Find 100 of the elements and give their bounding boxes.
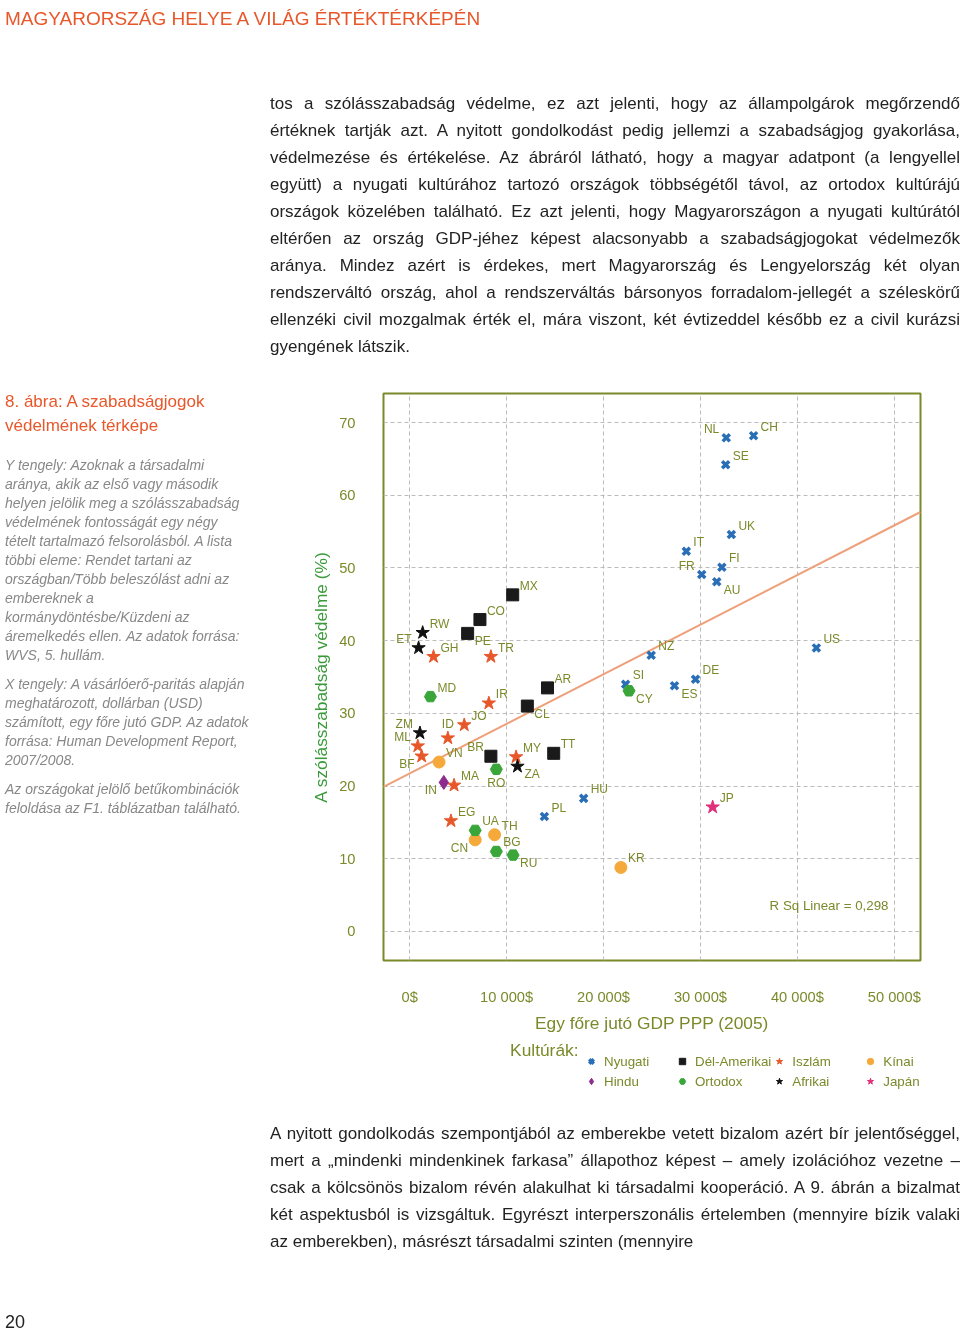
text: Az országokat jelölő betűkombinációk feloldása az F1. táblázatban található.	[5, 780, 242, 818]
data-label: JO	[471, 708, 487, 723]
text: Y tengely: Azoknak a társadalmi aránya, akik az első vagy második helyen jelölik meg a szólásszabadság védelmének fontosságát egy négy tételt tartalmazó felsorolásból. A lista többi eleme: Rendet tartani az országban/Több beleszólást adni az embereknek a kormánydöntésbe/Küzdeni az áremelkedés ellen. Az adatok forrása: WVS, 5. hullám.	[5, 457, 240, 663]
data-label: MY	[523, 740, 542, 755]
data-label: RU	[520, 856, 538, 871]
point	[622, 685, 636, 697]
data-label: IN	[424, 783, 437, 798]
data-label: ZM	[395, 716, 413, 731]
data-label: TR	[497, 640, 515, 655]
data-label: SE	[732, 448, 749, 463]
annotation: R Sq Linear = 0,298	[769, 897, 889, 913]
data-label: NZ	[658, 639, 675, 654]
point	[720, 459, 731, 471]
point	[488, 828, 502, 842]
point	[645, 649, 657, 661]
data-label: PE	[474, 634, 491, 649]
data-label: TH	[501, 818, 518, 833]
text: X tengely: A vásárlóerő-paritás alapján meghatározott, dollárban (USD) számított, egy főre jutó GDP. Az adatok forrása: Human Development Report, 2007/2008.	[5, 675, 250, 770]
x-tick-label: 0$	[401, 988, 418, 1005]
x-tick-label: 20 000$	[577, 988, 631, 1005]
legend-label: Nyugati	[604, 1053, 651, 1069]
data-label: BR	[467, 740, 485, 755]
data-label: JP	[719, 791, 734, 806]
point	[443, 813, 459, 828]
point	[669, 680, 680, 692]
data-label: ID	[441, 717, 455, 732]
y-tick-label: 10	[339, 850, 356, 867]
data-label: ML	[394, 730, 412, 745]
data-label: MD	[437, 680, 457, 695]
point	[423, 690, 437, 703]
legend-label: Hindu	[604, 1073, 640, 1089]
data-label: AU	[723, 582, 741, 597]
y-tick-label: 50	[339, 559, 356, 576]
text: MAGYARORSZÁG HELYE A VILÁG ÉRTÉKTÉRKÉPÉN	[5, 7, 481, 31]
data-label: GH	[440, 640, 459, 655]
point	[484, 749, 498, 763]
data-label: MA	[461, 769, 480, 784]
point	[578, 793, 589, 804]
point	[461, 626, 475, 640]
data-label: NL	[703, 421, 720, 436]
point	[489, 763, 503, 776]
data-label: CN	[450, 840, 469, 855]
text: tos a szólásszabadság védelme, ez azt jelenti, hogy az állampolgárok megőrzendő értéknek tartják azt. A nyitott gondolkodást pedig jellemzi a szabadságjog gyakorlása, védelmezése és értékelése. Az ábráról látható, hogy a magyar adatpont (a lengyellel együtt) a nyugati kultúrához tartozó országok többségétől távol, az ortodox kultúrájú országok közelében található. Ez azt jelenti, hogy Magyarországon a nyugati kultúrától eltérően az ország GDP-jéhez képest alacsonyabb a szabadságjogokat védelmezők aránya. Mindez azért is érdekes, mert Magyarország és Lengyelország két olyan rendszerváltó ország, ahol a rendszerváltás bársonyos forradalom-jellegét a széleskörű ellenzéki civil mozgalmak érték el, mára viszont, két évtizeddel később ez a civil kurázsi gyengének látszik.	[270, 94, 960, 356]
point	[614, 860, 628, 874]
legend-label: Ortodox	[695, 1073, 744, 1089]
legend-label: Iszlám	[792, 1053, 832, 1069]
text: 8. ábra: A szabadságjogok védelmének térképe	[5, 391, 206, 437]
data-label: SI	[632, 668, 644, 683]
point	[414, 748, 429, 763]
data-label: ET	[396, 631, 413, 646]
data-label: EG	[457, 804, 476, 819]
y-tick-label: 40	[339, 632, 356, 649]
y-axis-title: A szólásszabadság védelme (%)	[311, 552, 332, 803]
text: A nyitott gondolkodás szempontjából az emberekbe vetett bizalom azért bír jelentőséggel, mert a „mindenki mindenkinek farkasa” állapothoz képest – amely izolációhoz vezetne – csak a kölcsönös bizalom révén alakulhat ki társadalmi kooperáció. A 9. ábrán a bizalmat két aspektusból is vizsgáltuk. Egyrészt interperszonális értelemben (mennyire bízik valaki az emberekben), másrészt társadalmi szinten (mennyire	[270, 1123, 960, 1253]
legend-label: Kínai	[883, 1053, 915, 1069]
point	[473, 613, 487, 627]
point	[457, 717, 472, 732]
point	[426, 649, 441, 663]
data-label: CY	[636, 691, 653, 706]
point	[510, 758, 525, 773]
point	[726, 529, 737, 540]
point	[506, 588, 520, 602]
y-tick-label: 70	[339, 414, 356, 431]
point	[411, 640, 426, 655]
x-axis-title: Egy főre jutó GDP PPP (2005)	[534, 1012, 769, 1033]
point	[415, 625, 430, 639]
data-label: TT	[560, 737, 577, 752]
point	[508, 749, 524, 764]
data-label: US	[823, 631, 841, 646]
data-label: FR	[678, 558, 696, 573]
point	[412, 725, 428, 740]
point	[711, 576, 723, 588]
legend-label: Afrikai	[792, 1073, 831, 1089]
data-label: IT	[693, 535, 705, 550]
data-label: MX	[519, 578, 538, 593]
point	[520, 699, 534, 713]
legend-title: Kultúrák:	[510, 1039, 579, 1060]
point	[620, 678, 631, 690]
y-tick-label: 30	[339, 705, 356, 722]
x-tick-label: 30 000$	[673, 988, 727, 1005]
data-label: IR	[495, 687, 509, 702]
point	[481, 695, 497, 710]
point	[696, 569, 708, 580]
data-label: RO	[487, 776, 506, 791]
data-label: UK	[738, 518, 756, 533]
point	[541, 681, 555, 695]
point	[432, 755, 446, 769]
point	[468, 824, 482, 837]
data-label: HU	[590, 782, 609, 797]
point	[748, 430, 759, 441]
point	[489, 845, 503, 858]
data-label: BG	[503, 835, 521, 850]
data-label: CH	[760, 419, 778, 434]
point	[440, 730, 456, 745]
legend-label: Dél-Amerikai	[695, 1053, 772, 1069]
y-tick-label: 60	[339, 487, 356, 504]
point	[547, 746, 561, 760]
point	[446, 777, 462, 792]
point	[681, 545, 692, 557]
data-label: PL	[551, 800, 567, 815]
